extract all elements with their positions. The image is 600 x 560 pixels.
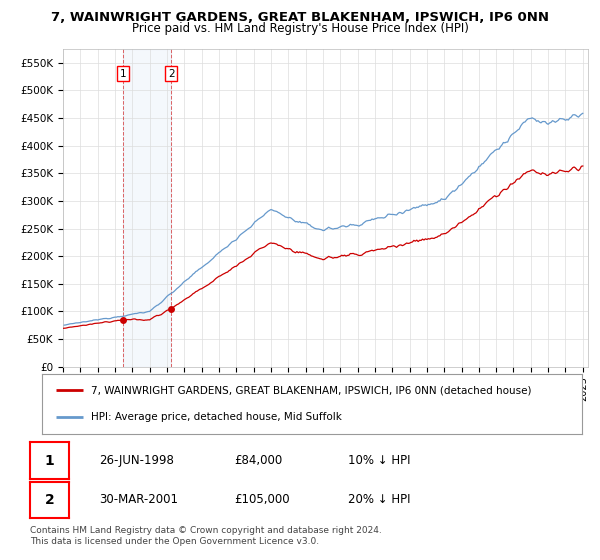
- Text: 2: 2: [44, 493, 55, 507]
- Text: 30-MAR-2001: 30-MAR-2001: [99, 493, 178, 506]
- Text: 26-JUN-1998: 26-JUN-1998: [99, 454, 174, 467]
- Text: 10% ↓ HPI: 10% ↓ HPI: [348, 454, 410, 467]
- Text: 7, WAINWRIGHT GARDENS, GREAT BLAKENHAM, IPSWICH, IP6 0NN (detached house): 7, WAINWRIGHT GARDENS, GREAT BLAKENHAM, …: [91, 385, 531, 395]
- Text: Price paid vs. HM Land Registry's House Price Index (HPI): Price paid vs. HM Land Registry's House …: [131, 22, 469, 35]
- Text: 7, WAINWRIGHT GARDENS, GREAT BLAKENHAM, IPSWICH, IP6 0NN: 7, WAINWRIGHT GARDENS, GREAT BLAKENHAM, …: [51, 11, 549, 24]
- Text: 1: 1: [119, 69, 126, 78]
- Text: HPI: Average price, detached house, Mid Suffolk: HPI: Average price, detached house, Mid …: [91, 412, 341, 422]
- Bar: [123, 49, 171, 367]
- Text: Contains HM Land Registry data © Crown copyright and database right 2024.
This d: Contains HM Land Registry data © Crown c…: [30, 526, 382, 546]
- Text: £84,000: £84,000: [234, 454, 282, 467]
- Text: £105,000: £105,000: [234, 493, 290, 506]
- Text: 20% ↓ HPI: 20% ↓ HPI: [348, 493, 410, 506]
- Text: 1: 1: [44, 454, 55, 468]
- Text: 2: 2: [168, 69, 175, 78]
